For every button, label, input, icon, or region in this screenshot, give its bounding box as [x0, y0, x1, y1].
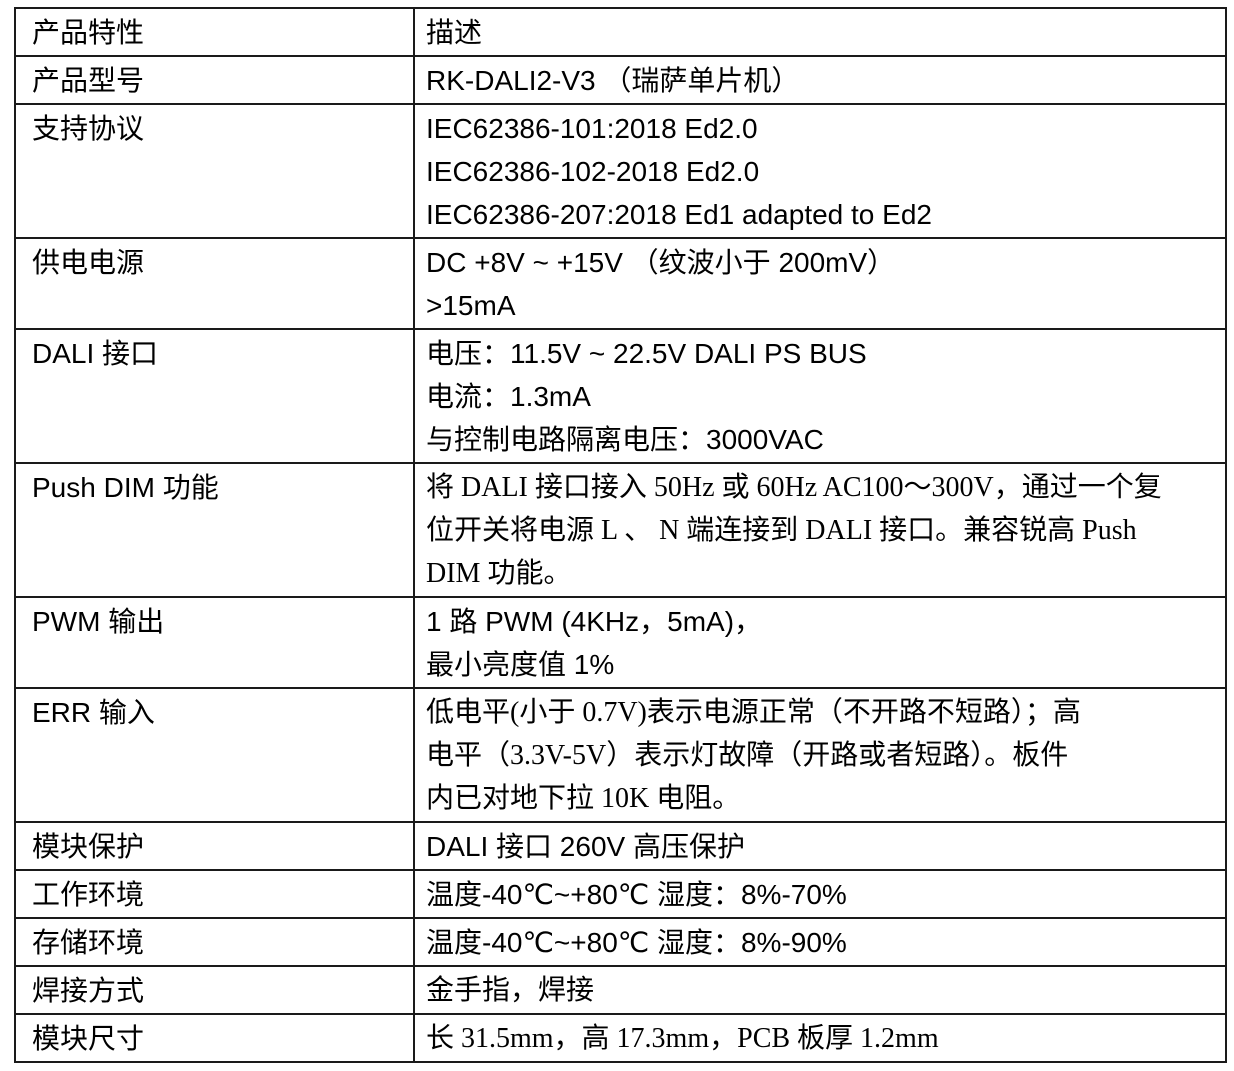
- feature-cell: 存储环境: [14, 917, 415, 967]
- table-row: 焊接方式 金手指，焊接: [14, 965, 1227, 1015]
- desc-cell: 电压：11.5V ~ 22.5V DALI PS BUS 电流：1.3mA 与控…: [413, 328, 1227, 464]
- table-row: 产品型号 RK-DALI2-V3 （瑞萨单片机）: [14, 55, 1227, 105]
- feature-cell: Push DIM 功能: [14, 462, 415, 598]
- table-row: 供电电源 DC +8V ~ +15V （纹波小于 200mV） >15mA: [14, 237, 1227, 330]
- table-row: ERR 输入 低电平(小于 0.7V)表示电源正常（不开路不短路）；高 电平（3…: [14, 687, 1227, 823]
- desc-cell: 温度-40℃~+80℃ 湿度：8%-70%: [413, 869, 1227, 919]
- feature-cell: 支持协议: [14, 103, 415, 239]
- desc-cell: 将 DALI 接口接入 50Hz 或 60Hz AC100～300V，通过一个复…: [413, 462, 1227, 598]
- product-spec-table: 产品特性 描述 产品型号 RK-DALI2-V3 （瑞萨单片机） 支持协议 IE…: [14, 7, 1227, 1063]
- table-header-row: 产品特性 描述: [14, 7, 1227, 57]
- desc-cell: DC +8V ~ +15V （纹波小于 200mV） >15mA: [413, 237, 1227, 330]
- desc-cell: RK-DALI2-V3 （瑞萨单片机）: [413, 55, 1227, 105]
- feature-cell: 模块保护: [14, 821, 415, 871]
- feature-cell: PWM 输出: [14, 596, 415, 689]
- table-row: PWM 输出 1 路 PWM (4KHz，5mA)， 最小亮度值 1%: [14, 596, 1227, 689]
- desc-cell: 长 31.5mm，高 17.3mm，PCB 板厚 1.2mm: [413, 1013, 1227, 1063]
- desc-cell: 金手指，焊接: [413, 965, 1227, 1015]
- feature-cell: DALI 接口: [14, 328, 415, 464]
- desc-cell: DALI 接口 260V 高压保护: [413, 821, 1227, 871]
- table-row: Push DIM 功能 将 DALI 接口接入 50Hz 或 60Hz AC10…: [14, 462, 1227, 598]
- table-row: 工作环境 温度-40℃~+80℃ 湿度：8%-70%: [14, 869, 1227, 919]
- table-row: 存储环境 温度-40℃~+80℃ 湿度：8%-90%: [14, 917, 1227, 967]
- table-row: 模块保护 DALI 接口 260V 高压保护: [14, 821, 1227, 871]
- desc-cell: 1 路 PWM (4KHz，5mA)， 最小亮度值 1%: [413, 596, 1227, 689]
- table-row: 支持协议 IEC62386-101:2018 Ed2.0 IEC62386-10…: [14, 103, 1227, 239]
- feature-cell: ERR 输入: [14, 687, 415, 823]
- desc-cell: 温度-40℃~+80℃ 湿度：8%-90%: [413, 917, 1227, 967]
- feature-cell: 产品型号: [14, 55, 415, 105]
- feature-cell: 模块尺寸: [14, 1013, 415, 1063]
- table-row: 模块尺寸 长 31.5mm，高 17.3mm，PCB 板厚 1.2mm: [14, 1013, 1227, 1063]
- header-description: 描述: [413, 7, 1227, 57]
- feature-cell: 供电电源: [14, 237, 415, 330]
- feature-cell: 焊接方式: [14, 965, 415, 1015]
- table-row: DALI 接口 电压：11.5V ~ 22.5V DALI PS BUS 电流：…: [14, 328, 1227, 464]
- feature-cell: 工作环境: [14, 869, 415, 919]
- desc-cell: 低电平(小于 0.7V)表示电源正常（不开路不短路）；高 电平（3.3V-5V）…: [413, 687, 1227, 823]
- desc-cell: IEC62386-101:2018 Ed2.0 IEC62386-102-201…: [413, 103, 1227, 239]
- header-feature: 产品特性: [14, 7, 415, 57]
